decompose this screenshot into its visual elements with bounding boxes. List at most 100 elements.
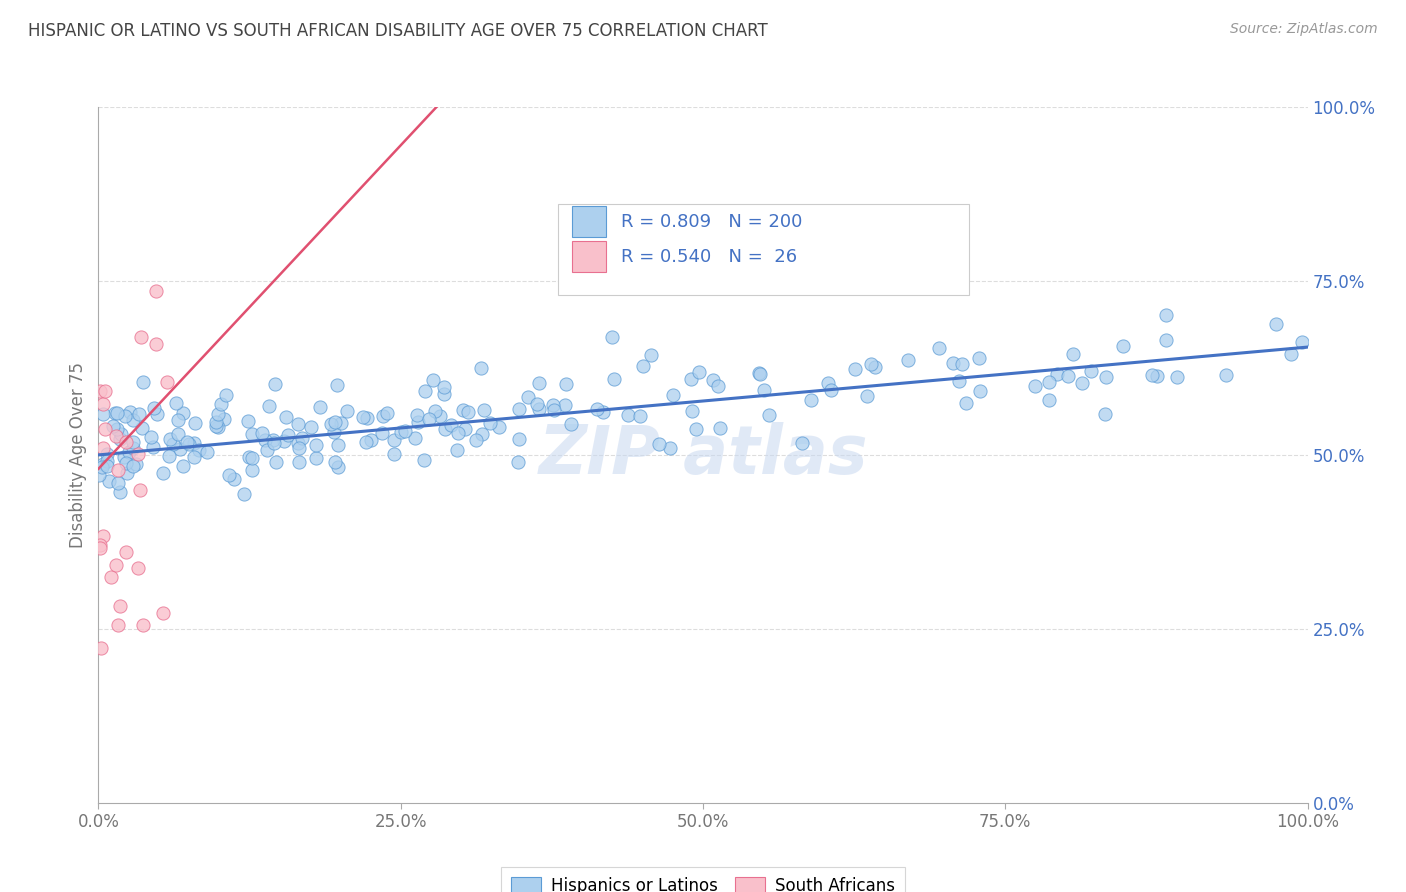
- Point: [631, 359, 654, 373]
- Point: [659, 441, 682, 455]
- Point: [471, 426, 494, 441]
- Point: [1142, 368, 1164, 383]
- Point: [91, 457, 114, 471]
- Point: [159, 433, 181, 447]
- Point: [114, 409, 136, 424]
- Point: [89, 541, 111, 555]
- Point: [844, 362, 866, 376]
- Point: [527, 376, 550, 390]
- Point: [167, 412, 190, 426]
- Point: [941, 355, 963, 369]
- Point: [125, 458, 148, 472]
- Point: [195, 445, 218, 459]
- Point: [603, 372, 626, 386]
- Point: [543, 403, 565, 417]
- Point: [404, 431, 426, 445]
- Point: [105, 429, 128, 443]
- Point: [752, 383, 775, 397]
- Point: [183, 436, 205, 450]
- Point: [336, 404, 359, 418]
- Point: [288, 441, 311, 455]
- Point: [121, 459, 143, 474]
- Text: HISPANIC OR LATINO VS SOUTH AFRICAN DISABILITY AGE OVER 75 CORRELATION CHART: HISPANIC OR LATINO VS SOUTH AFRICAN DISA…: [28, 22, 768, 40]
- Point: [465, 433, 488, 447]
- FancyBboxPatch shape: [572, 241, 606, 272]
- Point: [425, 403, 447, 417]
- Point: [205, 419, 228, 434]
- Point: [950, 357, 973, 371]
- Point: [308, 400, 330, 414]
- Point: [90, 460, 112, 475]
- Point: [240, 450, 263, 465]
- Point: [212, 412, 235, 426]
- Point: [105, 422, 128, 436]
- Point: [1046, 367, 1069, 381]
- Point: [602, 330, 624, 344]
- Point: [628, 409, 651, 423]
- Point: [585, 401, 607, 416]
- Point: [592, 405, 614, 419]
- Point: [356, 411, 378, 425]
- Point: [167, 427, 190, 442]
- Point: [955, 395, 977, 409]
- Point: [122, 441, 145, 455]
- Point: [1080, 364, 1102, 378]
- Point: [218, 468, 240, 483]
- Point: [371, 409, 394, 424]
- Point: [457, 405, 479, 419]
- Point: [209, 397, 232, 411]
- Point: [90, 641, 112, 656]
- Point: [105, 406, 128, 420]
- Point: [679, 372, 702, 386]
- Point: [169, 442, 191, 456]
- Point: [661, 388, 683, 402]
- Point: [118, 405, 141, 419]
- Point: [472, 403, 495, 417]
- Point: [394, 424, 416, 438]
- Point: [1038, 392, 1060, 407]
- Point: [115, 466, 138, 480]
- Point: [681, 403, 703, 417]
- Point: [128, 483, 150, 497]
- Point: [101, 418, 124, 433]
- Point: [115, 435, 138, 450]
- Y-axis label: Disability Age Over 75: Disability Age Over 75: [69, 362, 87, 548]
- Point: [325, 455, 347, 469]
- Point: [865, 360, 887, 375]
- Point: [969, 351, 991, 366]
- Point: [1024, 379, 1046, 393]
- Point: [104, 406, 127, 420]
- Point: [640, 348, 662, 362]
- Point: [422, 373, 444, 387]
- Point: [384, 446, 406, 460]
- Point: [969, 384, 991, 398]
- Point: [118, 445, 141, 459]
- Point: [259, 399, 281, 413]
- Point: [305, 438, 328, 452]
- Point: [617, 408, 640, 422]
- Point: [108, 484, 131, 499]
- Point: [142, 401, 165, 415]
- Point: [139, 430, 162, 444]
- Point: [145, 336, 167, 351]
- Point: [406, 409, 429, 423]
- Point: [1156, 308, 1178, 322]
- Point: [110, 599, 132, 614]
- Point: [115, 545, 138, 559]
- Point: [156, 375, 179, 389]
- Point: [1070, 376, 1092, 391]
- Point: [418, 412, 440, 426]
- Point: [87, 468, 110, 483]
- Point: [262, 433, 284, 447]
- Point: [543, 398, 565, 412]
- Point: [451, 403, 474, 417]
- Point: [290, 431, 312, 445]
- Point: [93, 422, 115, 436]
- Point: [89, 384, 111, 398]
- Point: [330, 416, 353, 430]
- Point: [479, 416, 502, 430]
- Point: [707, 379, 730, 393]
- Point: [215, 387, 238, 401]
- Point: [352, 409, 374, 424]
- Point: [446, 442, 468, 457]
